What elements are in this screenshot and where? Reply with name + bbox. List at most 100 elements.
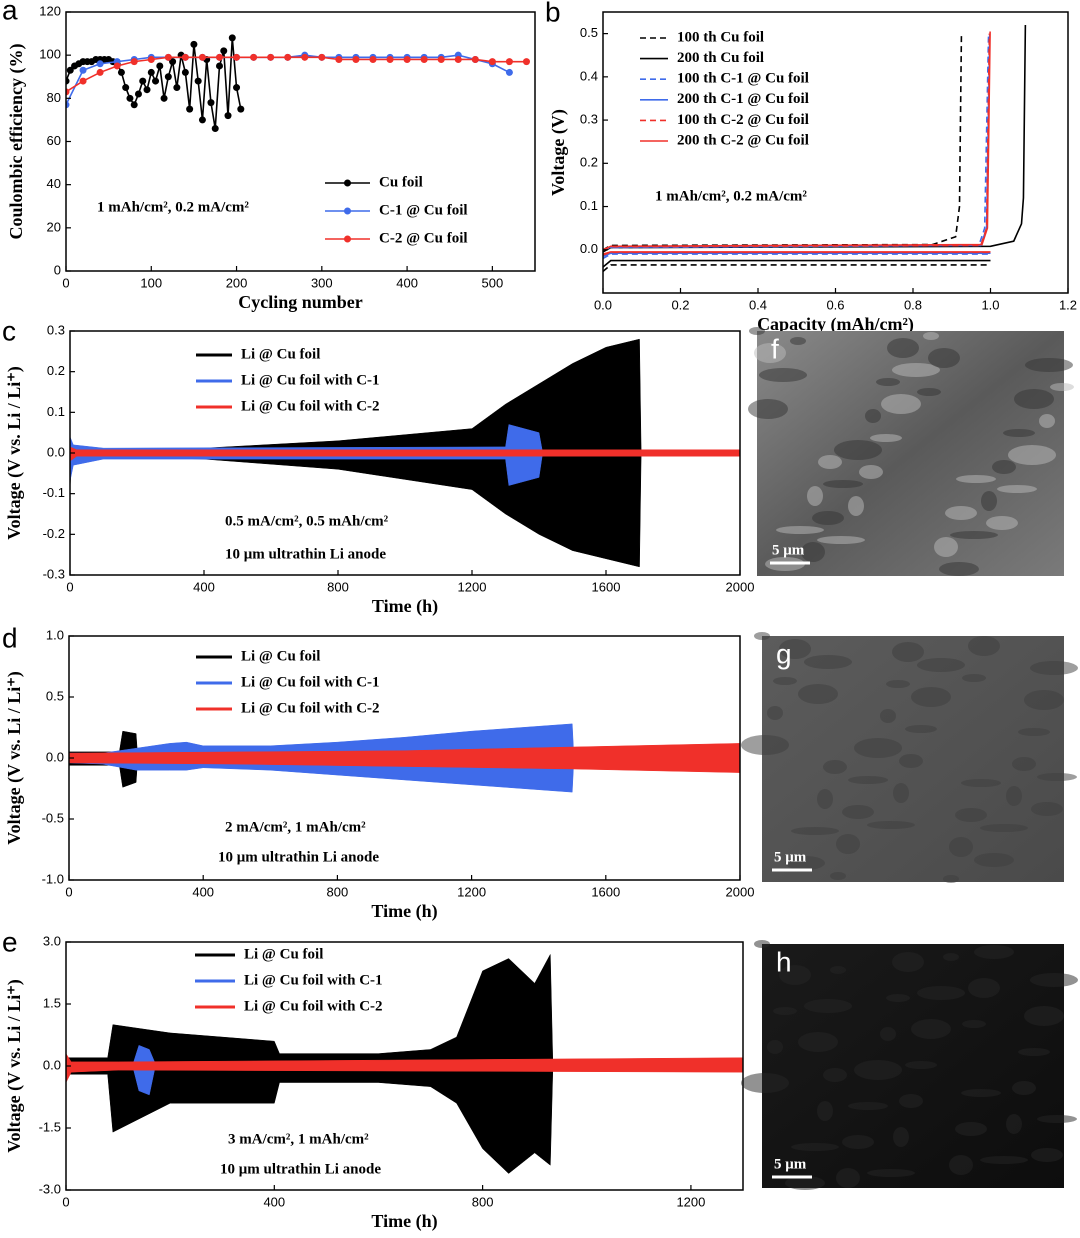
texture <box>968 636 1000 656</box>
chart-panel: 0 400 800 1200 1600 2000 -1.0 -0.5 0.0 0.5 1.0 Time… <box>2 622 754 922</box>
legend-label: Li @ Cu foil with C-1 <box>241 674 380 690</box>
texture <box>741 735 789 755</box>
texture <box>842 1135 874 1149</box>
texture <box>980 824 1028 832</box>
panel-label: g <box>776 638 792 669</box>
legend-label: Li @ Cu foil with C-1 <box>244 972 383 988</box>
texture <box>817 789 833 809</box>
chart-panel: 0 400 800 1200 -3.0 -1.5 0.0 1.5 3.0 Time (h) Volt… <box>2 926 744 1232</box>
texture <box>917 658 965 672</box>
y-tick-label: 20 <box>47 219 61 234</box>
x-tick-label: 0 <box>62 1194 69 1209</box>
plot-frame <box>602 11 1069 294</box>
texture <box>836 1168 860 1188</box>
data-point <box>386 55 394 63</box>
texture <box>899 754 923 768</box>
scale-bar-label: 5 μm <box>772 542 805 558</box>
texture <box>1030 661 1078 675</box>
panel-label: a <box>2 0 18 25</box>
data-point <box>160 94 168 102</box>
data-point <box>181 53 189 61</box>
texture <box>911 687 951 707</box>
y-tick-label: 0.2 <box>47 363 65 378</box>
texture <box>949 1155 973 1175</box>
panel-label: b <box>545 0 561 27</box>
texture <box>917 388 941 396</box>
legend-label: Li @ Cu foil <box>241 346 320 362</box>
data-point <box>66 101 70 109</box>
texture <box>943 953 959 961</box>
voltage-band <box>66 1053 743 1083</box>
texture <box>997 485 1037 493</box>
data-point <box>237 105 245 113</box>
texture <box>986 516 1018 530</box>
y-tick-label: 0.1 <box>47 404 65 419</box>
scale-bar-label: 5 μm <box>774 849 807 865</box>
plot-area <box>66 953 743 1174</box>
texture <box>830 872 846 880</box>
y-tick-label: 0.0 <box>43 1057 61 1072</box>
texture <box>848 496 864 516</box>
texture <box>945 506 977 520</box>
texture <box>754 632 770 640</box>
texture <box>1003 429 1035 437</box>
data-point <box>173 84 181 92</box>
data-point <box>190 40 198 48</box>
data-point <box>66 88 70 96</box>
x-tick-label: 2000 <box>726 884 755 899</box>
y-tick-label: 80 <box>47 90 61 105</box>
legend-label: 200 th C-2 @ Cu foil <box>677 132 809 148</box>
y-tick-label: 60 <box>47 133 61 148</box>
texture <box>1018 728 1050 736</box>
data-point <box>352 55 360 63</box>
y-tick-label: 0.3 <box>580 112 598 127</box>
data-point <box>126 94 134 102</box>
data-point <box>369 55 377 63</box>
texture <box>804 999 852 1013</box>
texture <box>892 363 940 377</box>
texture <box>950 531 998 539</box>
texture <box>791 1143 839 1151</box>
data-point <box>215 62 223 70</box>
texture <box>1031 802 1063 816</box>
series-line <box>603 24 1027 268</box>
data-point <box>164 53 172 61</box>
texture <box>1012 757 1036 771</box>
x-tick-label: 500 <box>482 275 504 290</box>
texture <box>962 1020 986 1028</box>
texture <box>754 940 770 948</box>
texture <box>1050 383 1074 391</box>
legend-label: Li @ Cu foil with C-2 <box>241 398 380 414</box>
texture <box>790 337 806 345</box>
legend-label: 100 th Cu foil <box>677 29 764 45</box>
data-point <box>224 112 232 120</box>
texture <box>785 1176 825 1190</box>
legend-label: Li @ Cu foil <box>241 648 320 664</box>
y-axis-title: Coulombic efficiency (%) <box>6 44 27 240</box>
texture <box>830 966 846 974</box>
x-tick-label: 400 <box>263 1194 285 1209</box>
texture <box>791 827 839 835</box>
annotation: 3 mA/cm², 1 mAh/cm² <box>228 1131 369 1147</box>
x-tick-label: 1600 <box>591 884 620 899</box>
texture <box>880 1027 896 1041</box>
texture <box>1014 389 1054 409</box>
texture <box>1030 973 1078 987</box>
data-point <box>79 77 87 85</box>
data-point <box>505 68 513 76</box>
texture <box>854 1060 902 1080</box>
texture <box>798 1032 838 1052</box>
data-point <box>211 125 219 133</box>
plot-area <box>66 34 530 133</box>
texture <box>848 776 888 784</box>
legend-label: 200 th Cu foil <box>677 50 764 66</box>
data-point <box>147 68 155 76</box>
data-point <box>130 58 138 66</box>
data-point <box>194 77 202 85</box>
texture <box>943 875 959 883</box>
texture <box>1012 1081 1036 1095</box>
texture <box>823 1068 847 1082</box>
y-tick-label: 1.0 <box>46 627 64 642</box>
data-point <box>207 99 215 107</box>
